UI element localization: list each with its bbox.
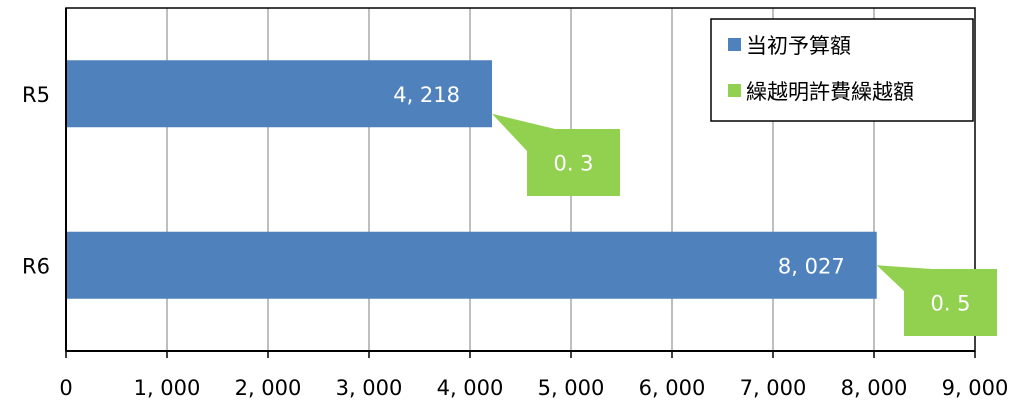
legend-swatch-1 <box>728 84 741 97</box>
legend-swatch-0 <box>728 38 741 51</box>
category-label-R6: R6 <box>22 254 50 278</box>
callout-R6 <box>876 265 997 336</box>
callouts: 0. 3 0. 5 <box>492 113 997 336</box>
category-label-R5: R5 <box>22 83 50 107</box>
tick-label-6000: 6, 000 <box>639 376 706 400</box>
tick-label-8000: 8, 000 <box>841 376 908 400</box>
tick-label-0: 0 <box>59 376 72 400</box>
legend-box <box>710 18 974 122</box>
legend-label-1: 繰越明許費繰越額 <box>746 80 914 104</box>
bars: 4, 218 8, 027 <box>66 60 877 299</box>
bar-R6 <box>66 231 877 299</box>
tick-label-4000: 4, 000 <box>437 376 504 400</box>
axes: R5 R6 0 1, 000 2, 000 3, 000 4, 000 5, 000 6, 00… <box>22 7 1009 400</box>
callout-R5 <box>492 113 620 196</box>
tick-label-2000: 2, 000 <box>235 376 302 400</box>
tick-label-3000: 3, 000 <box>336 376 403 400</box>
tick-label-7000: 7, 000 <box>740 376 807 400</box>
callout-label-R6: 0. 5 <box>930 292 970 316</box>
bar-label-R5: 4, 218 <box>393 83 460 107</box>
bar-R5 <box>66 60 493 128</box>
legend-label-0: 当初予算額 <box>746 34 851 58</box>
tick-label-5000: 5, 000 <box>538 376 605 400</box>
bar-label-R6: 8, 027 <box>778 254 845 278</box>
tick-label-9000: 9, 000 <box>942 376 1009 400</box>
callout-label-R5: 0. 3 <box>553 152 593 176</box>
tick-label-1000: 1, 000 <box>134 376 201 400</box>
